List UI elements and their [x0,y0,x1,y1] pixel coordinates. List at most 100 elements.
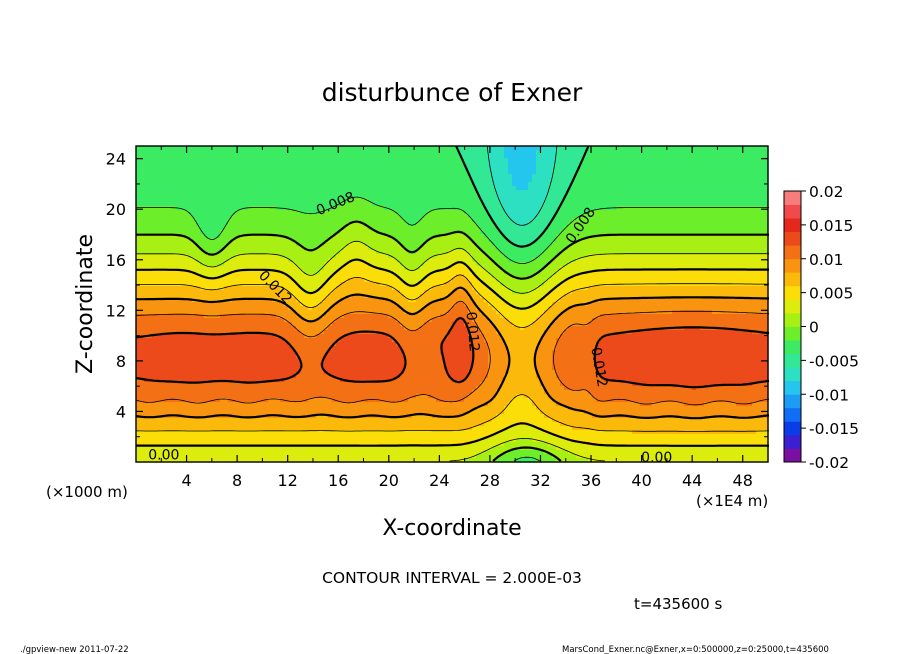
field-cell [700,206,705,211]
field-cell [608,250,613,255]
field-cell [352,154,357,159]
field-cell [548,158,553,163]
field-cell [456,198,461,203]
field-cell [648,174,653,179]
field-cell [752,210,757,215]
field-cell [236,158,241,163]
field-cell [456,218,461,223]
field-cell [476,254,481,259]
field-cell [652,266,657,271]
field-cell [360,234,365,239]
field-cell [416,154,421,159]
field-cell [332,166,337,171]
field-cell [316,186,321,191]
field-cell [236,182,241,187]
field-cell [160,258,165,263]
field-cell [444,238,449,243]
field-cell [704,198,709,203]
field-cell [404,182,409,187]
field-cell [652,198,657,203]
field-cell [328,182,333,187]
field-cell [264,250,269,255]
field-cell [428,238,433,243]
field-cell [712,162,717,167]
field-cell [368,162,373,167]
field-cell [648,266,653,271]
field-cell [392,154,397,159]
field-cell [376,222,381,227]
field-cell [464,222,469,227]
field-cell [740,182,745,187]
field-cell [404,150,409,155]
field-cell [504,258,509,263]
field-cell [360,154,365,159]
field-cell [544,246,549,251]
field-cell [496,258,501,263]
field-cell [308,254,313,259]
field-cell [752,218,757,223]
field-cell [320,170,325,175]
field-cell [288,150,293,155]
field-cell [384,182,389,187]
field-cell [660,178,665,183]
field-cell [604,246,609,251]
field-cell [160,150,165,155]
field-cell [388,242,393,247]
field-cell [564,182,569,187]
field-cell [452,178,457,183]
field-cell [204,230,209,235]
field-cell [256,158,261,163]
field-cell [396,266,401,271]
field-cell [188,214,193,219]
field-cell [180,178,185,183]
field-cell [388,218,393,223]
field-cell [560,230,565,235]
field-cell [216,270,221,275]
field-cell [280,186,285,191]
field-cell [612,238,617,243]
field-cell [556,166,561,171]
field-cell [260,270,265,275]
field-cell [540,154,545,159]
field-cell [312,234,317,239]
field-cell [296,246,301,251]
field-cell [648,186,653,191]
field-cell [188,242,193,247]
field-cell [544,254,549,259]
field-cell [300,226,305,231]
field-cell [536,170,541,175]
field-cell [140,186,145,191]
field-cell [156,186,161,191]
field-cell [164,194,169,199]
field-cell [172,150,177,155]
field-cell [724,162,729,167]
field-cell [388,230,393,235]
field-cell [756,162,761,167]
field-cell [576,214,581,219]
field-cell [412,186,417,191]
field-cell [616,170,621,175]
field-cell [340,150,345,155]
field-cell [360,158,365,163]
field-cell [220,258,225,263]
field-cell [368,250,373,255]
field-cell [732,170,737,175]
field-cell [212,214,217,219]
field-cell [292,226,297,231]
field-cell [628,230,633,235]
field-cell [392,218,397,223]
field-cell [588,222,593,227]
field-cell [420,198,425,203]
field-cell [204,262,209,267]
field-cell [384,210,389,215]
field-cell [180,150,185,155]
field-cell [460,146,465,151]
field-cell [384,234,389,239]
field-cell [140,170,145,175]
field-cell [476,150,481,155]
field-cell [504,166,509,171]
field-cell [516,174,521,179]
field-cell [600,166,605,171]
field-cell [684,230,689,235]
field-cell [580,146,585,151]
